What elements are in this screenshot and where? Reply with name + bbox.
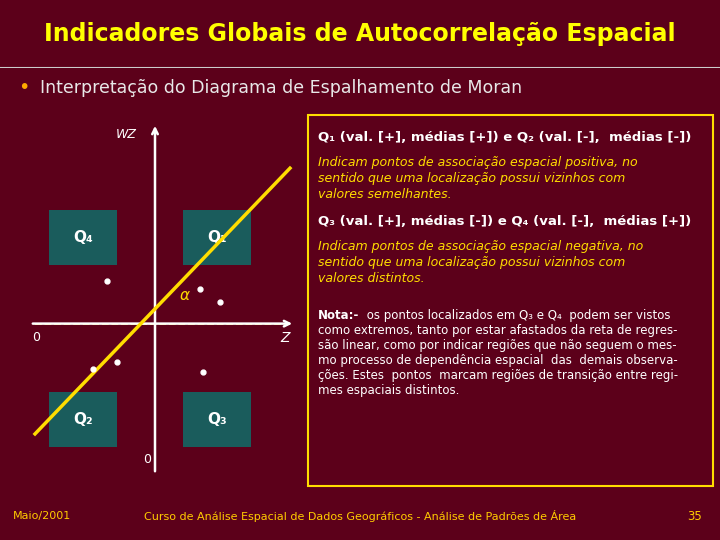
Text: Interpretação do Diagrama de Espalhamento de Moran: Interpretação do Diagrama de Espalhament… xyxy=(40,79,522,97)
Text: mes espaciais distintos.: mes espaciais distintos. xyxy=(318,384,459,397)
Text: como extremos, tanto por estar afastados da reta de regres-: como extremos, tanto por estar afastados… xyxy=(318,323,678,336)
Text: Q₂: Q₂ xyxy=(73,412,93,427)
Text: Indicam pontos de associação espacial negativa, no: Indicam pontos de associação espacial ne… xyxy=(318,240,643,253)
Text: valores semelhantes.: valores semelhantes. xyxy=(318,188,451,201)
Text: 0: 0 xyxy=(32,331,40,344)
FancyBboxPatch shape xyxy=(183,392,251,447)
Text: Indicadores Globais de Autocorrelação Espacial: Indicadores Globais de Autocorrelação Es… xyxy=(44,22,676,46)
Text: ções. Estes  pontos  marcam regiões de transição entre regi-: ções. Estes pontos marcam regiões de tra… xyxy=(318,369,678,382)
Text: mo processo de dependência espacial  das  demais observa-: mo processo de dependência espacial das … xyxy=(318,354,678,367)
Text: Z: Z xyxy=(281,330,290,345)
Text: 35: 35 xyxy=(688,510,702,523)
Text: WZ: WZ xyxy=(116,128,137,141)
Text: Indicam pontos de associação espacial positiva, no: Indicam pontos de associação espacial po… xyxy=(318,156,638,169)
Text: são linear, como por indicar regiões que não seguem o mes-: são linear, como por indicar regiões que… xyxy=(318,339,677,352)
Text: •: • xyxy=(18,78,30,97)
Text: 0: 0 xyxy=(143,453,151,466)
Text: sentido que uma localização possui vizinhos com: sentido que uma localização possui vizin… xyxy=(318,172,625,185)
Text: Q₃: Q₃ xyxy=(207,412,227,427)
FancyBboxPatch shape xyxy=(49,392,117,447)
Text: Maio/2001: Maio/2001 xyxy=(13,511,71,521)
Text: os pontos localizados em Q₃ e Q₄  podem ser vistos: os pontos localizados em Q₃ e Q₄ podem s… xyxy=(363,308,670,322)
FancyBboxPatch shape xyxy=(183,210,251,266)
Text: valores distintos.: valores distintos. xyxy=(318,273,425,286)
Text: sentido que uma localização possui vizinhos com: sentido que uma localização possui vizin… xyxy=(318,256,625,269)
Text: Nota:-: Nota:- xyxy=(318,308,359,322)
FancyBboxPatch shape xyxy=(49,210,117,266)
Text: Q₁: Q₁ xyxy=(207,231,227,245)
Text: Q₃ (val. [+], médias [-]) e Q₄ (val. [-],  médias [+]): Q₃ (val. [+], médias [-]) e Q₄ (val. [-]… xyxy=(318,215,691,228)
Text: α: α xyxy=(180,288,190,303)
Text: Curso de Análise Espacial de Dados Geográficos - Análise de Padrões de Área: Curso de Análise Espacial de Dados Geogr… xyxy=(144,510,576,522)
Text: Q₄: Q₄ xyxy=(73,231,93,245)
Text: Q₁ (val. [+], médias [+]) e Q₂ (val. [-],  médias [-]): Q₁ (val. [+], médias [+]) e Q₂ (val. [-]… xyxy=(318,131,691,144)
